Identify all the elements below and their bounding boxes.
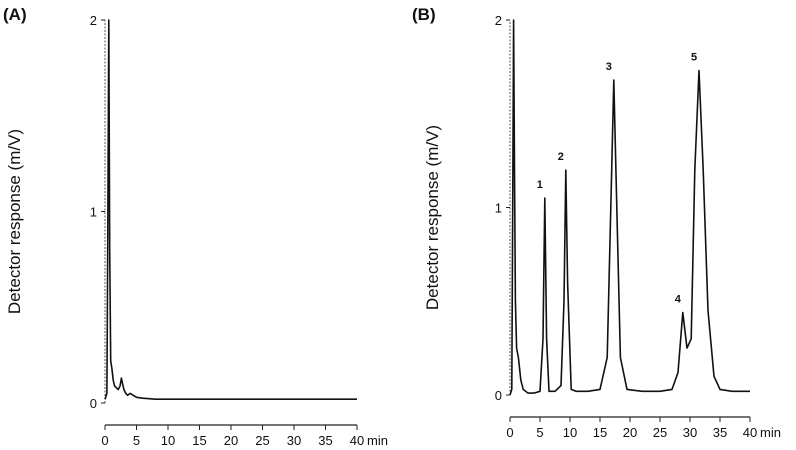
y-tick-label: 2 (495, 13, 502, 28)
x-unit-label: min (367, 433, 388, 448)
peak-label: 3 (606, 61, 612, 73)
x-tick-label: 20 (623, 425, 637, 440)
x-tick-label: 10 (161, 433, 175, 448)
chromatogram-trace (509, 19, 750, 396)
peak-label: 4 (675, 294, 682, 306)
x-tick-label: 0 (101, 433, 108, 448)
y-axis-label: Detector response (m/V) (5, 129, 24, 314)
y-tick-label: 0 (90, 396, 97, 411)
x-tick-label: 30 (287, 433, 301, 448)
x-tick-label: 5 (536, 425, 543, 440)
y-axis-label: Detector response (m/V) (423, 125, 442, 310)
x-tick-label: 35 (318, 433, 332, 448)
x-tick-label: 40 (350, 433, 364, 448)
y-tick-label: 1 (90, 205, 97, 220)
peak-label: 2 (558, 151, 564, 163)
y-tick-label: 2 (90, 13, 97, 28)
panel-label: (B) (412, 5, 436, 24)
x-tick-label: 5 (133, 433, 140, 448)
x-tick-label: 25 (653, 425, 667, 440)
peak-label: 5 (691, 52, 697, 64)
x-tick-label: 15 (593, 425, 607, 440)
chromatogram-trace (104, 19, 357, 400)
x-unit-label: min (760, 425, 781, 440)
x-tick-label: 20 (224, 433, 238, 448)
x-tick-label: 40 (743, 425, 757, 440)
y-tick-label: 0 (495, 388, 502, 403)
y-tick-label: 1 (495, 201, 502, 216)
x-tick-label: 15 (192, 433, 206, 448)
x-tick-label: 25 (255, 433, 269, 448)
panel-label: (A) (3, 5, 27, 24)
peak-label: 1 (537, 179, 543, 191)
x-tick-label: 30 (683, 425, 697, 440)
x-tick-label: 10 (563, 425, 577, 440)
x-tick-label: 0 (506, 425, 513, 440)
x-tick-label: 35 (713, 425, 727, 440)
